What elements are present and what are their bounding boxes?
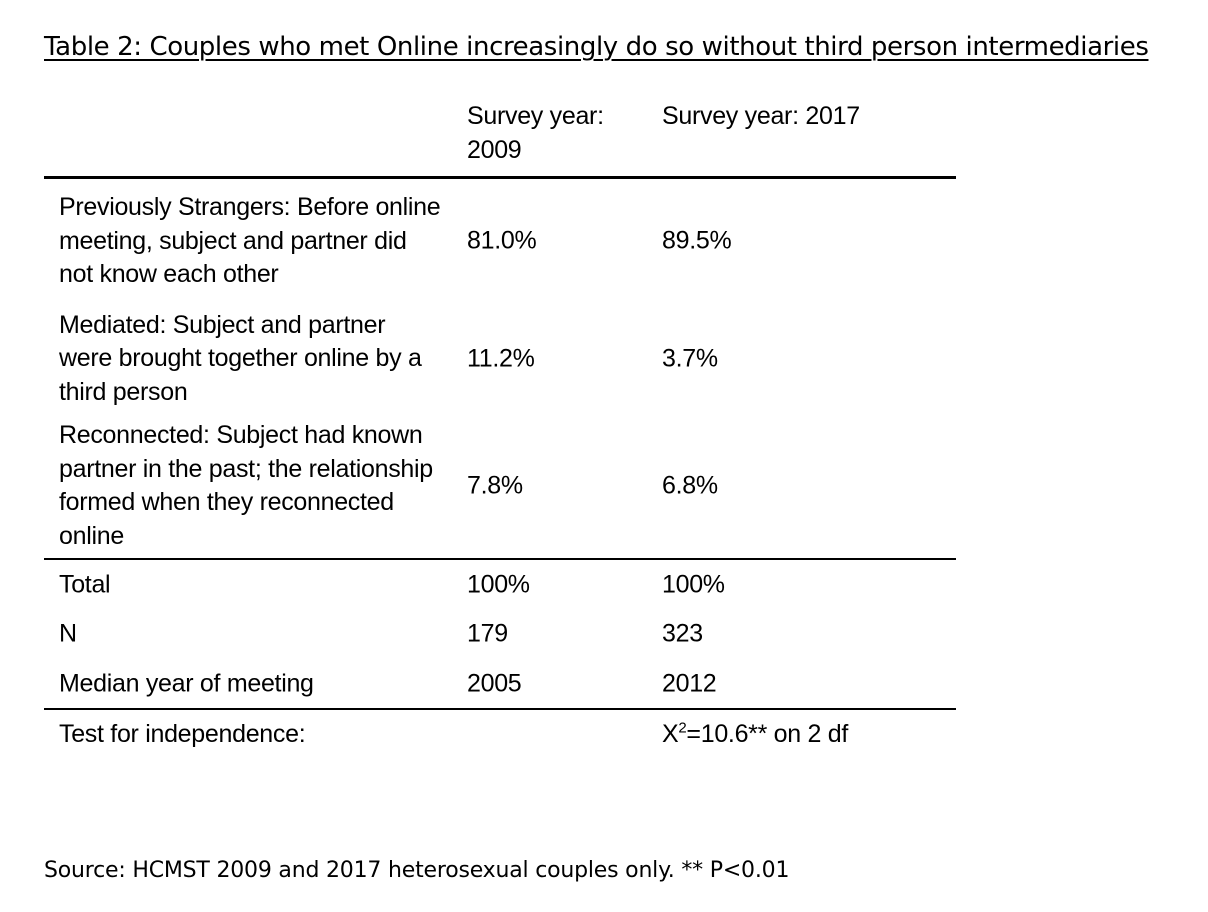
row-label: N xyxy=(59,619,77,648)
test-row: Test for independence: X2=10.6** on 2 df xyxy=(44,710,956,790)
cell-2009: 179 xyxy=(467,619,508,648)
results-table: Survey year: 2009 Survey year: 2017 Prev… xyxy=(44,100,956,790)
cell-2009: 2005 xyxy=(467,668,522,697)
table-row: Mediated: Subject and partner were broug… xyxy=(44,303,956,414)
body-rule xyxy=(44,558,956,560)
row-label: Total xyxy=(59,569,111,598)
test-stat-value: =10.6** on 2 df xyxy=(686,720,849,748)
table-title: Table 2: Couples who met Online increasi… xyxy=(44,32,1149,62)
row-label: Reconnected: Subject had known partner i… xyxy=(59,421,433,550)
cell-2009: 100% xyxy=(467,569,530,598)
table-row: N 179 323 xyxy=(44,609,956,659)
table-row: Median year of meeting 2005 2012 xyxy=(44,659,956,708)
table-row: Total 100% 100% xyxy=(44,560,956,609)
cell-2017: 6.8% xyxy=(662,471,718,500)
cell-2017: 323 xyxy=(662,619,703,648)
table-header-row: Survey year: 2009 Survey year: 2017 xyxy=(44,100,956,176)
row-label: Median year of meeting xyxy=(59,668,314,697)
cell-2017: 3.7% xyxy=(662,343,718,372)
row-label: Previously Strangers: Before online meet… xyxy=(59,192,441,288)
source-note: Source: HCMST 2009 and 2017 heterosexual… xyxy=(44,858,790,883)
header-rule xyxy=(44,176,956,179)
row-label: Mediated: Subject and partner were broug… xyxy=(59,310,422,406)
cell-2017: 2012 xyxy=(662,668,717,697)
cell-2009: 11.2% xyxy=(467,343,535,372)
table-row: Previously Strangers: Before online meet… xyxy=(44,179,956,303)
header-2017: Survey year: 2017 xyxy=(662,102,860,130)
cell-2009: 7.8% xyxy=(467,471,523,500)
cell-2017: 100% xyxy=(662,569,725,598)
summary-rule xyxy=(44,708,956,710)
table-row: Reconnected: Subject had known partner i… xyxy=(44,414,956,558)
cell-2017: 89.5% xyxy=(662,226,732,255)
test-label: Test for independence: xyxy=(59,720,306,748)
test-stat-symbol: X xyxy=(662,720,679,748)
test-stat-superscript: 2 xyxy=(678,719,687,737)
test-statistic: X2=10.6** on 2 df xyxy=(662,718,912,752)
header-2009: Survey year: 2009 xyxy=(467,102,604,164)
cell-2009: 81.0% xyxy=(467,226,537,255)
